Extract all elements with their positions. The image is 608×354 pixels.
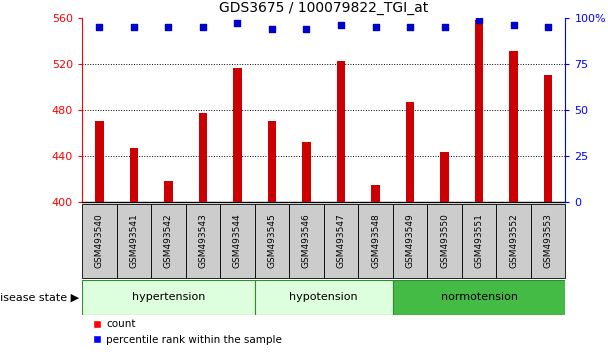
Text: GSM493549: GSM493549 bbox=[406, 213, 415, 268]
Point bbox=[164, 24, 173, 30]
Point bbox=[129, 24, 139, 30]
Bar bbox=[510, 51, 518, 202]
Bar bbox=[462, 204, 496, 278]
Text: GSM493542: GSM493542 bbox=[164, 213, 173, 268]
Bar bbox=[406, 102, 415, 202]
Text: GSM493543: GSM493543 bbox=[198, 213, 207, 268]
Bar bbox=[233, 68, 242, 202]
Bar bbox=[82, 204, 117, 278]
Bar bbox=[544, 75, 553, 202]
Text: normotension: normotension bbox=[441, 292, 517, 302]
Bar bbox=[358, 204, 393, 278]
Point bbox=[544, 24, 553, 30]
Bar bbox=[95, 121, 103, 202]
Text: GSM493547: GSM493547 bbox=[336, 213, 345, 268]
Text: GSM493548: GSM493548 bbox=[371, 213, 380, 268]
Text: GSM493550: GSM493550 bbox=[440, 213, 449, 268]
Text: GSM493552: GSM493552 bbox=[509, 213, 518, 268]
Point bbox=[302, 26, 311, 32]
Legend: count, percentile rank within the sample: count, percentile rank within the sample bbox=[88, 315, 286, 349]
Bar bbox=[496, 204, 531, 278]
Point bbox=[336, 22, 346, 28]
Point bbox=[474, 17, 484, 22]
Point bbox=[509, 22, 519, 28]
Text: GSM493540: GSM493540 bbox=[95, 213, 104, 268]
Bar bbox=[337, 62, 345, 202]
Text: GSM493553: GSM493553 bbox=[544, 213, 553, 268]
Bar bbox=[371, 184, 380, 202]
Bar bbox=[323, 204, 358, 278]
Bar bbox=[427, 204, 462, 278]
Bar bbox=[255, 204, 289, 278]
Point bbox=[233, 21, 243, 26]
Text: GSM493545: GSM493545 bbox=[268, 213, 277, 268]
Bar bbox=[117, 204, 151, 278]
Bar bbox=[151, 204, 185, 278]
Point bbox=[371, 24, 381, 30]
Point bbox=[94, 24, 104, 30]
Point bbox=[267, 26, 277, 32]
Text: hypertension: hypertension bbox=[132, 292, 205, 302]
Text: disease state ▶: disease state ▶ bbox=[0, 292, 79, 302]
Bar bbox=[289, 204, 323, 278]
Bar bbox=[268, 121, 276, 202]
Bar bbox=[82, 280, 255, 315]
Bar bbox=[475, 20, 483, 202]
Bar bbox=[130, 148, 138, 202]
Bar bbox=[220, 204, 255, 278]
Text: GSM493541: GSM493541 bbox=[130, 213, 139, 268]
Bar bbox=[302, 142, 311, 202]
Bar bbox=[199, 113, 207, 202]
Bar bbox=[185, 204, 220, 278]
Bar bbox=[440, 152, 449, 202]
Bar bbox=[531, 204, 565, 278]
Point bbox=[198, 24, 208, 30]
Bar bbox=[393, 280, 565, 315]
Text: GSM493546: GSM493546 bbox=[302, 213, 311, 268]
Text: GSM493544: GSM493544 bbox=[233, 213, 242, 268]
Bar bbox=[164, 181, 173, 202]
Text: GSM493551: GSM493551 bbox=[475, 213, 483, 268]
Point bbox=[440, 24, 449, 30]
Bar bbox=[255, 280, 393, 315]
Point bbox=[405, 24, 415, 30]
Title: GDS3675 / 100079822_TGI_at: GDS3675 / 100079822_TGI_at bbox=[219, 1, 429, 15]
Bar bbox=[393, 204, 427, 278]
Text: hypotension: hypotension bbox=[289, 292, 358, 302]
